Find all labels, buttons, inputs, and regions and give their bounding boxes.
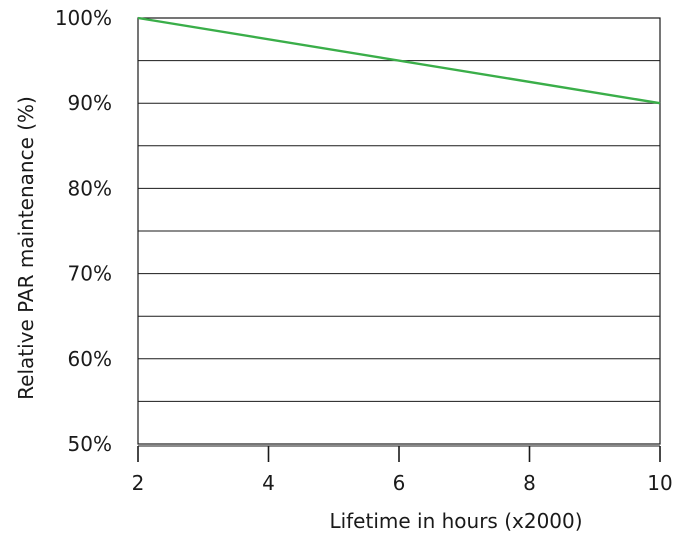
series-layer [137, 16, 661, 105]
x-tick-label-10: 10 [647, 471, 672, 495]
y-axis-title: Relative PAR maintenance (%) [14, 96, 38, 400]
y-tick-label-70: 70% [68, 262, 112, 286]
y-axis: 50% 60% 70% 80% 90% 100% [55, 6, 112, 456]
x-axis-title: Lifetime in hours (x2000) [329, 509, 582, 533]
x-tick-label-4: 4 [262, 471, 275, 495]
x-tick-label-2: 2 [132, 471, 145, 495]
y-tick-label-90: 90% [68, 91, 112, 115]
x-tick-label-8: 8 [523, 471, 536, 495]
plot-frame [137, 17, 661, 445]
x-axis: 2 4 6 8 10 [132, 446, 673, 495]
y-tick-label-100: 100% [55, 6, 112, 30]
y-tick-label-50: 50% [68, 432, 112, 456]
y-tick-label-80: 80% [68, 176, 112, 200]
series-line-0 [137, 16, 661, 105]
x-tick-label-6: 6 [393, 471, 406, 495]
grid-lines [138, 60, 660, 447]
y-tick-label-60: 60% [68, 347, 112, 371]
